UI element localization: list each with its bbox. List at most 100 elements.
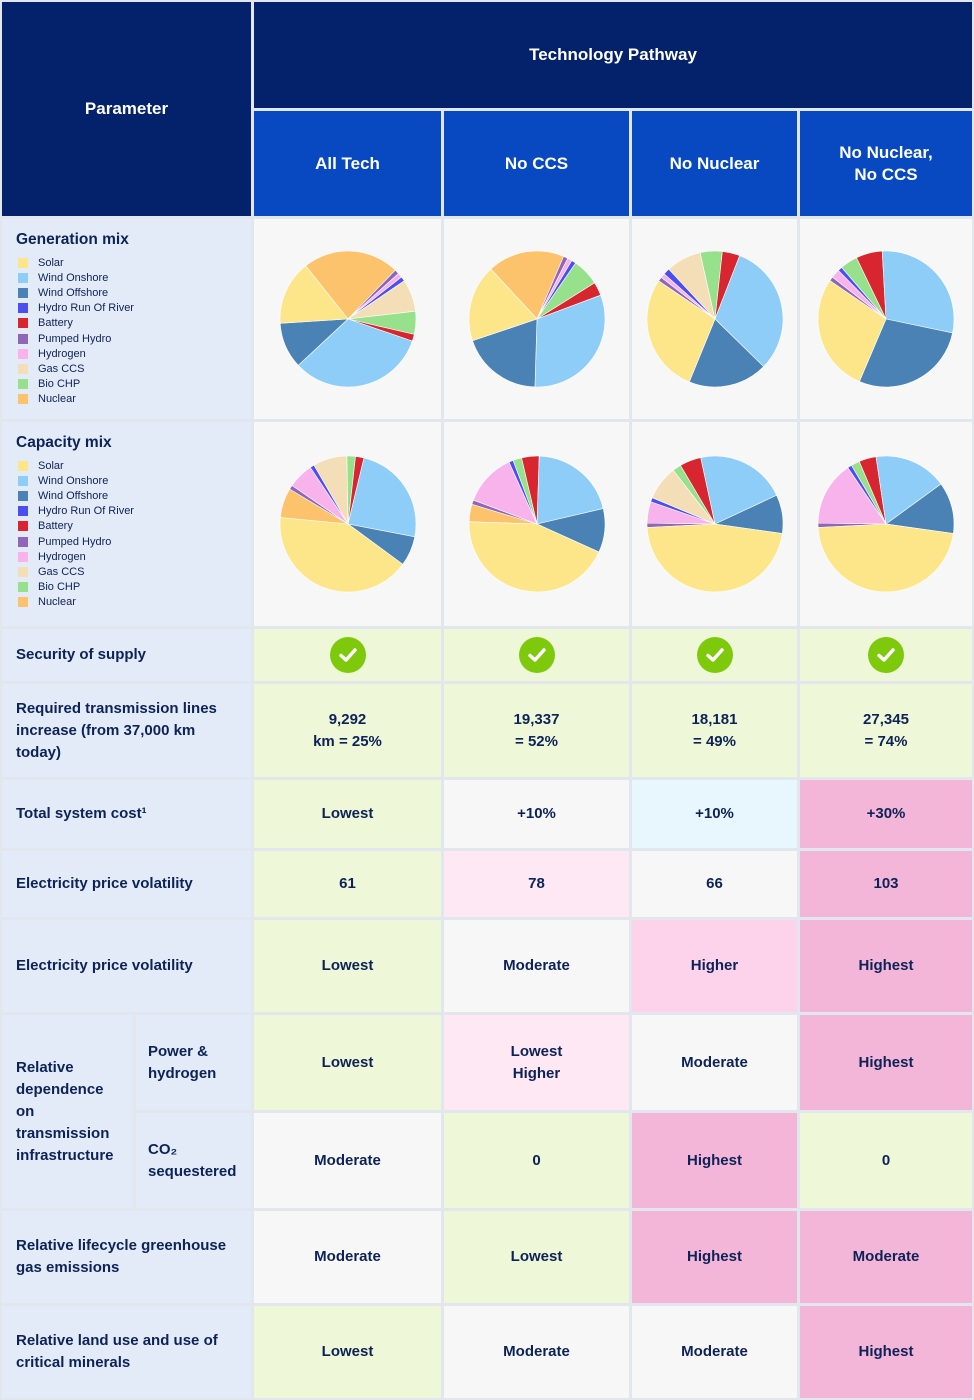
cost-cell-all-tech: Lowest (254, 780, 441, 848)
capacity-mix-label: Capacity mix Solar Wind Onshore Wind Offsh… (2, 422, 251, 626)
legend-item: Wind Onshore (16, 270, 251, 285)
legend-label: Hydrogen (38, 347, 86, 360)
legend-item: Battery (16, 519, 251, 534)
legend-swatch (18, 536, 28, 547)
pie-slice-solar (817, 280, 887, 382)
volatility-cell-no-nuclear: 66 (632, 851, 797, 917)
security-cell-no-nuclear (632, 629, 797, 681)
legend-swatch (18, 597, 28, 608)
legend-label: Gas CCS (38, 565, 85, 578)
capacity-pie-no-ccs (468, 455, 605, 593)
price-volatility-qualitative-label: Electricity price volatility (2, 920, 251, 1012)
legend-swatch (18, 490, 28, 501)
ghg-cell-no-ccs: Lowest (444, 1211, 629, 1303)
column-all-tech: All Tech (254, 111, 441, 216)
generation-pie-no-nuclear-no-ccs (817, 250, 955, 388)
legend-label: Bio CHP (38, 581, 81, 594)
pie-slice-solar (817, 523, 954, 593)
legend-swatch (18, 506, 28, 517)
pie-slice-solar (646, 523, 783, 593)
pie-slice-wind-onshore (714, 255, 783, 367)
pie-slice-solar (279, 265, 349, 324)
pie-slice-solar (279, 517, 403, 593)
legend-label: Nuclear (38, 596, 76, 609)
legend-item: Gas CCS (16, 361, 251, 376)
legend-label: Pumped Hydro (38, 332, 112, 345)
volatility-text-cell-no-nuclear-no-ccs: Highest (800, 920, 972, 1012)
transmission-cell-no-ccs: 19,337 = 52% (444, 684, 629, 777)
capacity-mix-title: Capacity mix (16, 434, 112, 451)
legend-label: Solar (38, 459, 64, 472)
legend-item: Wind Onshore (16, 473, 251, 488)
legend-label: Battery (38, 520, 73, 533)
legend-swatch (18, 475, 28, 486)
pie-slice-wind-onshore (536, 455, 604, 525)
volatility-cell-no-ccs: 78 (444, 851, 629, 917)
volatility-text-cell-no-ccs: Moderate (444, 920, 629, 1012)
volatility-cell-all-tech: 61 (254, 851, 441, 917)
transmission-lines-label: Required transmission lines increase (fr… (2, 684, 251, 777)
legend-item: Nuclear (16, 595, 251, 610)
land-cell-all-tech: Lowest (254, 1306, 441, 1398)
legend-swatch (18, 551, 28, 562)
land-cell-no-ccs: Moderate (444, 1306, 629, 1398)
legend-swatch (18, 521, 28, 532)
power-h2-cell-no-nuclear-no-ccs: Highest (800, 1015, 972, 1110)
gen-pie-cell-no-nuclear-no-ccs (800, 219, 972, 419)
co2-cell-no-nuclear-no-ccs: 0 (800, 1113, 972, 1208)
legend-label: Solar (38, 256, 64, 269)
capacity-mix-legend: Solar Wind Onshore Wind Offshore Hydro Run … (16, 458, 251, 610)
column-no-nuclear-no-ccs: No Nuclear, No CCS (800, 111, 972, 216)
legend-swatch (18, 394, 28, 405)
legend-item: Gas CCS (16, 564, 251, 579)
ghg-cell-no-nuclear: Highest (632, 1211, 797, 1303)
ghg-cell-no-nuclear-no-ccs: Moderate (800, 1211, 972, 1303)
legend-swatch (18, 460, 28, 471)
check-icon (518, 637, 555, 673)
legend-item: Hydrogen (16, 549, 251, 564)
pie-slice-wind-offshore (688, 318, 764, 388)
capacity-pie-no-nuclear-no-ccs (817, 455, 955, 593)
generation-pie-no-ccs (468, 250, 605, 388)
legend-item: Wind Offshore (16, 488, 251, 503)
pie-slice-nuclear (489, 250, 564, 320)
check-icon (868, 637, 904, 673)
legend-item: Hydro Run Of River (16, 301, 251, 316)
cost-cell-no-nuclear-no-ccs: +30% (800, 780, 972, 848)
pie-slice-wind-offshore (858, 318, 953, 388)
legend-label: Pumped Hydro (38, 535, 112, 548)
legend-swatch (18, 287, 28, 298)
volatility-text-cell-no-nuclear: Higher (632, 920, 797, 1012)
legend-label: Wind Onshore (38, 474, 109, 487)
security-cell-all-tech (254, 629, 441, 681)
capacity-pie-no-nuclear (646, 455, 783, 593)
technology-pathway-header: Technology Pathway (254, 2, 972, 108)
co2-cell-no-ccs: 0 (444, 1113, 629, 1208)
transmission-cell-all-tech: 9,292 km = 25% (254, 684, 441, 777)
land-cell-no-nuclear: Moderate (632, 1306, 797, 1398)
legend-swatch (18, 333, 28, 344)
co2-cell-no-nuclear: Highest (632, 1113, 797, 1208)
co2-sequestered-label: CO₂ sequestered (136, 1113, 251, 1208)
legend-item: Hydro Run Of River (16, 504, 251, 519)
legend-swatch (18, 566, 28, 577)
column-no-nuclear: No Nuclear (632, 111, 797, 216)
cap-pie-cell-no-ccs (444, 422, 629, 626)
gen-pie-cell-all-tech (254, 219, 441, 419)
legend-swatch (18, 363, 28, 374)
generation-mix-title: Generation mix (16, 231, 129, 248)
land-cell-no-nuclear-no-ccs: Highest (800, 1306, 972, 1398)
pie-slice-wind-offshore (471, 318, 537, 388)
security-of-supply-label: Security of supply (2, 629, 251, 681)
legend-swatch (18, 348, 28, 359)
pie-slice-wind-onshore (534, 294, 605, 388)
cost-cell-no-ccs: +10% (444, 780, 629, 848)
transmission-cell-no-nuclear: 18,181 = 49% (632, 684, 797, 777)
pie-slice-wind-onshore (347, 457, 416, 538)
legend-label: Gas CCS (38, 362, 85, 375)
legend-item: Nuclear (16, 392, 251, 407)
pie-slice-wind-onshore (699, 455, 777, 525)
ghg-cell-all-tech: Moderate (254, 1211, 441, 1303)
legend-swatch (18, 379, 28, 390)
gen-pie-cell-no-nuclear (632, 219, 797, 419)
